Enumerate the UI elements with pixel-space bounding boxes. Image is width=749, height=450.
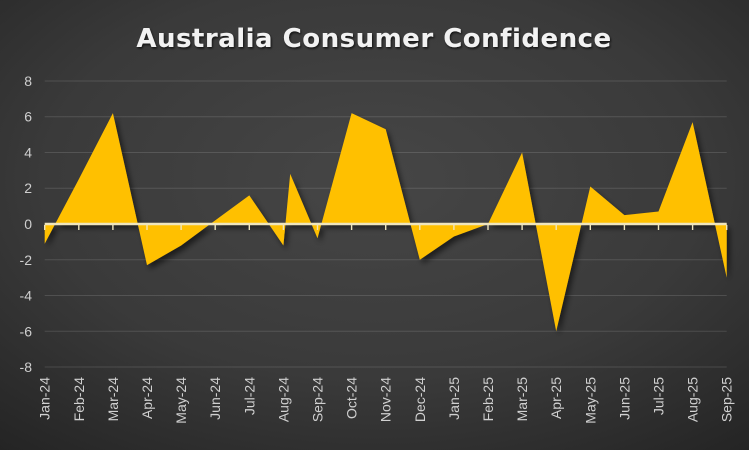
x-tick-label: Feb-24: [71, 377, 87, 422]
x-tick-label: Aug-25: [685, 377, 701, 422]
x-tick-label: Apr-25: [548, 377, 564, 419]
x-tick-label: Mar-24: [105, 377, 121, 422]
x-tick-label: Sep-25: [719, 377, 735, 422]
y-tick-label: 6: [24, 109, 32, 125]
x-tick-label: Mar-25: [514, 377, 530, 422]
y-tick-label: 2: [24, 180, 32, 196]
y-tick-label: -2: [20, 252, 33, 268]
x-tick-label: Dec-24: [412, 377, 428, 422]
x-tick-label: Jun-25: [616, 377, 632, 420]
x-tick-label: Jan-25: [446, 377, 462, 420]
x-tick-label: Jun-24: [207, 377, 223, 420]
x-tick-label: Oct-24: [344, 377, 360, 419]
chart-title: Australia Consumer Confidence: [136, 24, 611, 54]
x-tick-label: Nov-24: [378, 377, 394, 422]
x-tick-label: Apr-24: [139, 377, 155, 419]
x-tick-label: Jul-24: [241, 377, 257, 415]
x-tick-label: May-25: [582, 377, 598, 424]
x-tick-label: Aug-24: [275, 377, 291, 422]
y-tick-label: 4: [24, 144, 32, 160]
x-tick-label: May-24: [173, 377, 189, 424]
y-tick-label: -4: [20, 288, 33, 304]
y-tick-label: -6: [20, 323, 33, 339]
month-ticks: [44, 225, 728, 230]
y-tick-label: -8: [20, 359, 33, 375]
y-tick-label: 8: [24, 73, 32, 89]
y-tick-label: 0: [24, 216, 32, 232]
area-series: [44, 113, 727, 332]
x-axis-labels: Jan-24 Feb-24 Mar-24 Apr-24 May-24 Jun-24 Jul-…: [37, 377, 735, 424]
y-axis-labels: 8 6 4 2 0 -2 -4 -6 -8: [20, 73, 33, 375]
x-tick-label: Jan-24: [37, 377, 53, 420]
x-tick-label: Feb-25: [480, 377, 496, 422]
x-tick-label: Sep-24: [310, 377, 326, 422]
x-tick-label: Jul-25: [651, 377, 667, 415]
